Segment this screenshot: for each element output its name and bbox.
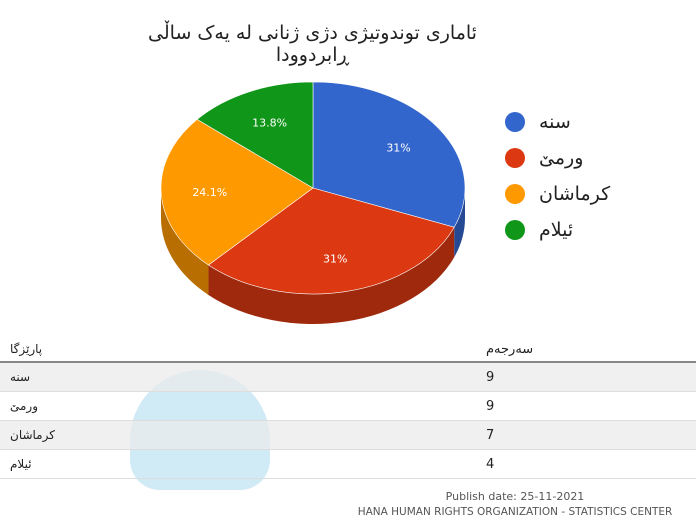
legend-swatch bbox=[505, 220, 525, 240]
table-row: ئیلام 4 bbox=[0, 449, 696, 479]
cell-total: 4 bbox=[486, 449, 696, 479]
cell-total: 9 bbox=[486, 362, 696, 392]
pie-data-label: 24.1% bbox=[192, 186, 227, 199]
legend-label: ئیلام bbox=[539, 219, 574, 241]
cell-province: کرماشان bbox=[0, 420, 486, 450]
table-row: سنە 9 bbox=[0, 362, 696, 392]
pie-data-label: 31% bbox=[323, 252, 347, 265]
legend-label: سنە bbox=[539, 111, 571, 133]
cell-province: ئیلام bbox=[0, 449, 486, 479]
pie-slice bbox=[196, 81, 314, 189]
pie-slice-side bbox=[208, 227, 455, 324]
publish-date: Publish date: 25-11-2021 bbox=[445, 490, 585, 503]
table-header: پارێزگا سەرجەم bbox=[0, 337, 696, 363]
pie-chart: 31% 31% 24.1% 13.8% bbox=[160, 81, 466, 324]
cell-total: 9 bbox=[486, 391, 696, 421]
legend-item: سنە bbox=[505, 104, 610, 140]
cell-total: 7 bbox=[486, 420, 696, 450]
organization-name: HANA HUMAN RIGHTS ORGANIZATION - STATIST… bbox=[357, 506, 673, 518]
pie-data-label: 13.8% bbox=[252, 117, 287, 130]
table-row: کرماشان 7 bbox=[0, 420, 696, 450]
pie-slice bbox=[207, 187, 455, 295]
header-total: سەرجەم bbox=[486, 337, 696, 363]
pie-slice bbox=[160, 119, 314, 266]
data-table: پارێزگا سەرجەم سنە 9 ورمێ 9 کرماشان 7 ئیلام… bbox=[0, 337, 696, 479]
legend-swatch bbox=[505, 148, 525, 168]
pie-data-label: 31% bbox=[386, 142, 410, 155]
chart-title: ئاماری توندوتیژی دژی ژنانی لە یەک ساڵی ڕ… bbox=[148, 22, 477, 66]
legend-item: ورمێ bbox=[505, 140, 610, 176]
legend-item: ئیلام bbox=[505, 212, 610, 248]
legend-label: کرماشان bbox=[539, 183, 611, 205]
legend: سنە ورمێ کرماشان ئیلام bbox=[505, 104, 610, 248]
legend-swatch bbox=[505, 112, 525, 132]
legend-item: کرماشان bbox=[505, 176, 610, 212]
pie-slice bbox=[312, 81, 466, 228]
legend-label: ورمێ bbox=[539, 147, 584, 169]
legend-swatch bbox=[505, 184, 525, 204]
cell-province: ورمێ bbox=[0, 391, 486, 421]
table-row: ورمێ 9 bbox=[0, 391, 696, 421]
pie-slice-side bbox=[454, 188, 465, 258]
cell-province: سنە bbox=[0, 362, 486, 392]
pie-slice-side bbox=[161, 188, 209, 295]
header-province: پارێزگا bbox=[0, 337, 486, 363]
